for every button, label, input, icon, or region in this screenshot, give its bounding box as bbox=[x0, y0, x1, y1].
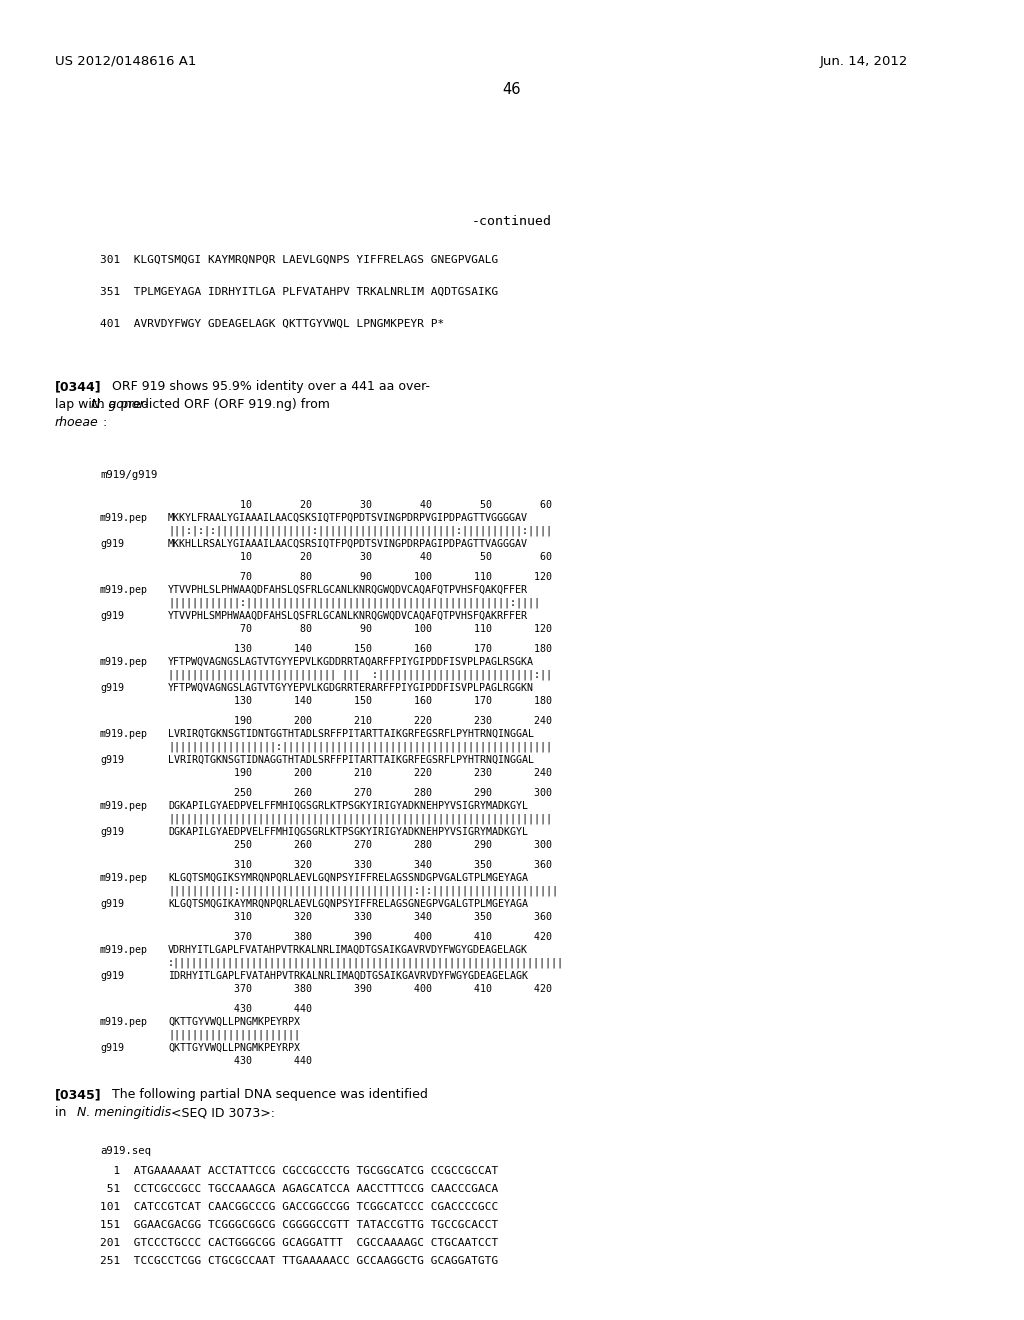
Text: 370       380       390       400       410       420: 370 380 390 400 410 420 bbox=[168, 932, 552, 942]
Text: g919: g919 bbox=[100, 682, 124, 693]
Text: 130       140       150       160       170       180: 130 140 150 160 170 180 bbox=[168, 696, 552, 706]
Text: QKTTGYVWQLLPNGMKPEYRPX: QKTTGYVWQLLPNGMKPEYRPX bbox=[168, 1043, 300, 1053]
Text: [0344]: [0344] bbox=[55, 380, 101, 393]
Text: lap with a predicted ORF (ORF 919.ng) from: lap with a predicted ORF (ORF 919.ng) fr… bbox=[55, 399, 334, 411]
Text: m919.pep: m919.pep bbox=[100, 801, 148, 810]
Text: 430       440: 430 440 bbox=[168, 1056, 312, 1067]
Text: ORF 919 shows 95.9% identity over a 441 aa over-: ORF 919 shows 95.9% identity over a 441 … bbox=[100, 380, 430, 393]
Text: ||||||||||||||||||||||||||||||||||||||||||||||||||||||||||||||||: ||||||||||||||||||||||||||||||||||||||||… bbox=[168, 814, 552, 825]
Text: |||||||||||||||||||||||||||| |||  :||||||||||||||||||||||||||:||: |||||||||||||||||||||||||||| ||| :||||||… bbox=[168, 671, 552, 681]
Text: 310       320       330       340       350       360: 310 320 330 340 350 360 bbox=[168, 861, 552, 870]
Text: 10        20        30        40        50        60: 10 20 30 40 50 60 bbox=[168, 500, 552, 510]
Text: KLGQTSMQGIKAYMRQNPQRLAEVLGQNPSYIFFRELAGSGNEGPVGALGTPLMGEYAGA: KLGQTSMQGIKAYMRQNPQRLAEVLGQNPSYIFFRELAGS… bbox=[168, 899, 528, 909]
Text: YTVVPHLSMPHWAAQDFAHSLQSFRLGCANLKNRQGWQDVCAQAFQTPVHSFQAKRFFER: YTVVPHLSMPHWAAQDFAHSLQSFRLGCANLKNRQGWQDV… bbox=[168, 611, 528, 620]
Text: g919: g919 bbox=[100, 755, 124, 766]
Text: g919: g919 bbox=[100, 899, 124, 909]
Text: 190       200       210       220       230       240: 190 200 210 220 230 240 bbox=[168, 768, 552, 777]
Text: 1  ATGAAAAAAT ACCTATTCCG CGCCGCCCTG TGCGGCATCG CCGCCGCCAT: 1 ATGAAAAAAT ACCTATTCCG CGCCGCCCTG TGCGG… bbox=[100, 1166, 499, 1176]
Text: m919.pep: m919.pep bbox=[100, 513, 148, 523]
Text: YFTPWQVAGNGSLAGTVTGYYEPVLKGDDRRTAQARFFPIYGIPDDFISVPLPAGLRSGKA: YFTPWQVAGNGSLAGTVTGYYEPVLKGDDRRTAQARFFPI… bbox=[168, 657, 534, 667]
Text: N. gonor-: N. gonor- bbox=[91, 399, 148, 411]
Text: g919: g919 bbox=[100, 972, 124, 981]
Text: g919: g919 bbox=[100, 611, 124, 620]
Text: YFTPWQVAGNGSLAGTVTGYYEPVLKGDGRRTERARFFPIYGIPDDFISVPLPAGLRGGKN: YFTPWQVAGNGSLAGTVTGYYEPVLKGDGRRTERARFFPI… bbox=[168, 682, 534, 693]
Text: |||||||||||:|||||||||||||||||||||||||||||:|:|||||||||||||||||||||: |||||||||||:||||||||||||||||||||||||||||… bbox=[168, 886, 558, 896]
Text: -continued: -continued bbox=[472, 215, 552, 228]
Text: m919.pep: m919.pep bbox=[100, 729, 148, 739]
Text: 430       440: 430 440 bbox=[168, 1005, 312, 1014]
Text: N. meningitidis: N. meningitidis bbox=[77, 1106, 171, 1119]
Text: DGKAPILGYAEDPVELFFMHIQGSGRLKTPSGKYIRIGYADKNEHPYVSIGRYMADKGYL: DGKAPILGYAEDPVELFFMHIQGSGRLKTPSGKYIRIGYA… bbox=[168, 828, 528, 837]
Text: 51  CCTCGCCGCC TGCCAAAGCA AGAGCATCCA AACCTTTCCG CAACCCGACA: 51 CCTCGCCGCC TGCCAAAGCA AGAGCATCCA AACC… bbox=[100, 1184, 499, 1195]
Text: 250       260       270       280       290       300: 250 260 270 280 290 300 bbox=[168, 840, 552, 850]
Text: KLGQTSMQGIKSYMRQNPQRLAEVLGQNPSYIFFRELAGSSNDGPVGALGTPLMGEYAGA: KLGQTSMQGIKSYMRQNPQRLAEVLGQNPSYIFFRELAGS… bbox=[168, 873, 528, 883]
Text: 370       380       390       400       410       420: 370 380 390 400 410 420 bbox=[168, 983, 552, 994]
Text: :: : bbox=[103, 416, 108, 429]
Text: m919.pep: m919.pep bbox=[100, 873, 148, 883]
Text: 70        80        90       100       110       120: 70 80 90 100 110 120 bbox=[168, 624, 552, 634]
Text: a919.seq: a919.seq bbox=[100, 1146, 151, 1156]
Text: :|||||||||||||||||||||||||||||||||||||||||||||||||||||||||||||||||: :|||||||||||||||||||||||||||||||||||||||… bbox=[168, 958, 564, 969]
Text: in: in bbox=[55, 1106, 71, 1119]
Text: m919.pep: m919.pep bbox=[100, 1016, 148, 1027]
Text: g919: g919 bbox=[100, 1043, 124, 1053]
Text: m919.pep: m919.pep bbox=[100, 945, 148, 954]
Text: Jun. 14, 2012: Jun. 14, 2012 bbox=[820, 55, 908, 69]
Text: ||||||||||||||||||:|||||||||||||||||||||||||||||||||||||||||||||: ||||||||||||||||||:|||||||||||||||||||||… bbox=[168, 742, 552, 752]
Text: 46: 46 bbox=[503, 82, 521, 96]
Text: LVRIRQTGKNSGTIDNAGGTHTADLSRFFPITARTTAIKGRFEGSRFLPYHTRNQINGGAL: LVRIRQTGKNSGTIDNAGGTHTADLSRFFPITARTTAIKG… bbox=[168, 755, 534, 766]
Text: US 2012/0148616 A1: US 2012/0148616 A1 bbox=[55, 55, 197, 69]
Text: 70        80        90       100       110       120: 70 80 90 100 110 120 bbox=[168, 572, 552, 582]
Text: VDRHYITLGAPLFVATAHPVTRKALNRLIMAQDTGSAIKGAVRVDYFWGYGDEAGELAGK: VDRHYITLGAPLFVATAHPVTRKALNRLIMAQDTGSAIKG… bbox=[168, 945, 528, 954]
Text: rhoeae: rhoeae bbox=[55, 416, 98, 429]
Text: [0345]: [0345] bbox=[55, 1088, 101, 1101]
Text: 101  CATCCGTCAT CAACGGCCCG GACCGGCCGG TCGGCATCCC CGACCCCGCC: 101 CATCCGTCAT CAACGGCCCG GACCGGCCGG TCG… bbox=[100, 1203, 499, 1212]
Text: MKKYLFRAALYGIAAAILAACQSKSIQTFPQPDTSVINGPDRPVGIPDPAGTTVGGGGAV: MKKYLFRAALYGIAAAILAACQSKSIQTFPQPDTSVINGP… bbox=[168, 513, 528, 523]
Text: 190       200       210       220       230       240: 190 200 210 220 230 240 bbox=[168, 715, 552, 726]
Text: YTVVPHLSLPHWAAQDFAHSLQSFRLGCANLKNRQGWQDVCAQAFQTPVHSFQAKQFFER: YTVVPHLSLPHWAAQDFAHSLQSFRLGCANLKNRQGWQDV… bbox=[168, 585, 528, 595]
Text: ||||||||||||:||||||||||||||||||||||||||||||||||||||||||||:||||: ||||||||||||:|||||||||||||||||||||||||||… bbox=[168, 598, 540, 609]
Text: 351  TPLMGEYAGA IDRHYITLGA PLFVATAHPV TRKALNRLIM AQDTGSAIKG: 351 TPLMGEYAGA IDRHYITLGA PLFVATAHPV TRK… bbox=[100, 286, 499, 297]
Text: m919/g919: m919/g919 bbox=[100, 470, 158, 480]
Text: |||:|:|:||||||||||||||||:|||||||||||||||||||||||:||||||||||:||||: |||:|:|:||||||||||||||||:|||||||||||||||… bbox=[168, 525, 552, 536]
Text: LVRIRQTGKNSGTIDNTGGTHTADLSRFFPITARTTAIKGRFEGSRFLPYHTRNQINGGAL: LVRIRQTGKNSGTIDNTGGTHTADLSRFFPITARTTAIKG… bbox=[168, 729, 534, 739]
Text: IDRHYITLGAPLFVATAHPVTRKALNRLIMAQDTGSAIKGAVRVDYFWGYGDEAGELAGK: IDRHYITLGAPLFVATAHPVTRKALNRLIMAQDTGSAIKG… bbox=[168, 972, 528, 981]
Text: m919.pep: m919.pep bbox=[100, 657, 148, 667]
Text: 201  GTCCCTGCCC CACTGGGCGG GCAGGATTT  CGCCAAAAGC CTGCAATCCT: 201 GTCCCTGCCC CACTGGGCGG GCAGGATTT CGCC… bbox=[100, 1238, 499, 1247]
Text: DGKAPILGYAEDPVELFFMHIQGSGRLKTPSGKYIRIGYADKNEHPYVSIGRYMADKGYL: DGKAPILGYAEDPVELFFMHIQGSGRLKTPSGKYIRIGYA… bbox=[168, 801, 528, 810]
Text: 10        20        30        40        50        60: 10 20 30 40 50 60 bbox=[168, 552, 552, 562]
Text: 310       320       330       340       350       360: 310 320 330 340 350 360 bbox=[168, 912, 552, 921]
Text: The following partial DNA sequence was identified: The following partial DNA sequence was i… bbox=[100, 1088, 428, 1101]
Text: g919: g919 bbox=[100, 828, 124, 837]
Text: 401  AVRVDYFWGY GDEAGELAGK QKTTGYVWQL LPNGMKPEYR P*: 401 AVRVDYFWGY GDEAGELAGK QKTTGYVWQL LPN… bbox=[100, 319, 444, 329]
Text: 251  TCCGCCTCGG CTGCGCCAAT TTGAAAAACC GCCAAGGCTG GCAGGATGTG: 251 TCCGCCTCGG CTGCGCCAAT TTGAAAAACC GCC… bbox=[100, 1257, 499, 1266]
Text: 301  KLGQTSMQGI KAYMRQNPQR LAEVLGQNPS YIFFRELAGS GNEGPVGALG: 301 KLGQTSMQGI KAYMRQNPQR LAEVLGQNPS YIF… bbox=[100, 255, 499, 265]
Text: 250       260       270       280       290       300: 250 260 270 280 290 300 bbox=[168, 788, 552, 799]
Text: QKTTGYVWQLLPNGMKPEYRPX: QKTTGYVWQLLPNGMKPEYRPX bbox=[168, 1016, 300, 1027]
Text: 151  GGAACGACGG TCGGGCGGCG CGGGGCCGTT TATACCGTTG TGCCGCACCT: 151 GGAACGACGG TCGGGCGGCG CGGGGCCGTT TAT… bbox=[100, 1220, 499, 1230]
Text: 130       140       150       160       170       180: 130 140 150 160 170 180 bbox=[168, 644, 552, 653]
Text: m919.pep: m919.pep bbox=[100, 585, 148, 595]
Text: <SEQ ID 3073>:: <SEQ ID 3073>: bbox=[167, 1106, 275, 1119]
Text: ||||||||||||||||||||||: |||||||||||||||||||||| bbox=[168, 1030, 300, 1040]
Text: g919: g919 bbox=[100, 539, 124, 549]
Text: MKKHLLRSALYGIAAAILAACQSRSIQTFPQPDTSVINGPDRPAGIPDPAGTTVAGGGAV: MKKHLLRSALYGIAAAILAACQSRSIQTFPQPDTSVINGP… bbox=[168, 539, 528, 549]
